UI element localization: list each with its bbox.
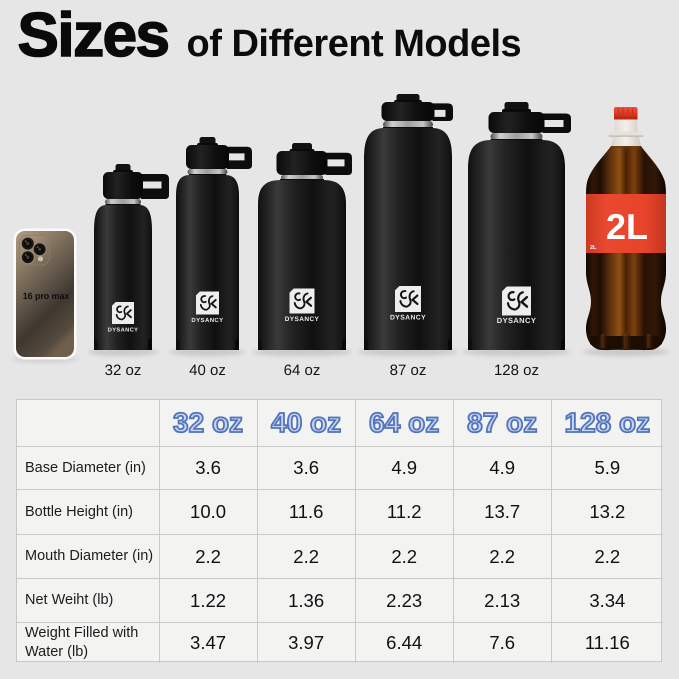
svg-text:DYSANCY: DYSANCY — [108, 327, 139, 333]
svg-text:40 oz: 40 oz — [189, 362, 226, 379]
svg-text:2L: 2L — [606, 206, 648, 247]
svg-text:16 pro max: 16 pro max — [23, 291, 70, 301]
svg-text:87 oz: 87 oz — [390, 362, 427, 379]
svg-text:DYSANCY: DYSANCY — [285, 316, 320, 323]
svg-text:DYSANCY: DYSANCY — [497, 316, 536, 325]
svg-text:2L: 2L — [590, 245, 597, 251]
svg-text:32 oz: 32 oz — [105, 362, 142, 379]
svg-text:128 oz: 128 oz — [494, 362, 539, 379]
svg-text:DYSANCY: DYSANCY — [191, 317, 223, 324]
svg-text:64 oz: 64 oz — [284, 362, 321, 379]
svg-text:DYSANCY: DYSANCY — [390, 314, 426, 321]
